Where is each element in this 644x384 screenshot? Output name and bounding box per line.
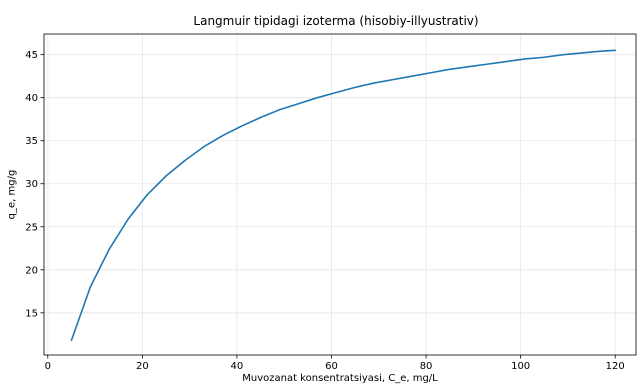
y-tick-label: 40 bbox=[25, 93, 38, 104]
x-axis: 0 20 40 60 80 100 120 bbox=[45, 355, 625, 372]
plot-frame bbox=[43, 33, 637, 356]
x-tick-label: 40 bbox=[231, 361, 244, 372]
y-tick-label: 35 bbox=[25, 136, 38, 147]
y-tick-label: 30 bbox=[25, 179, 38, 190]
x-tick-label: 60 bbox=[325, 361, 338, 372]
x-tick-label: 80 bbox=[420, 361, 433, 372]
y-tick-label: 15 bbox=[25, 308, 38, 319]
grid bbox=[44, 34, 636, 355]
y-axis-title: q_e, mg/g bbox=[7, 170, 18, 220]
x-axis-title: Muvozanat konsentratsiyasi, C_e, mg/L bbox=[242, 373, 438, 384]
y-axis: 15 20 25 30 35 40 45 bbox=[25, 50, 44, 319]
series-line bbox=[70, 49, 616, 342]
y-tick-label: 25 bbox=[25, 222, 38, 233]
y-tick-label: 45 bbox=[25, 50, 38, 61]
x-tick-label: 120 bbox=[606, 361, 625, 372]
chart-title: Langmuir tipidagi izoterma (hisobiy-illy… bbox=[193, 14, 478, 28]
x-tick-label: 20 bbox=[136, 361, 149, 372]
x-tick-label: 100 bbox=[511, 361, 530, 372]
y-tick-label: 20 bbox=[25, 265, 38, 276]
series-layer bbox=[70, 49, 616, 342]
x-tick-label: 0 bbox=[45, 361, 51, 372]
